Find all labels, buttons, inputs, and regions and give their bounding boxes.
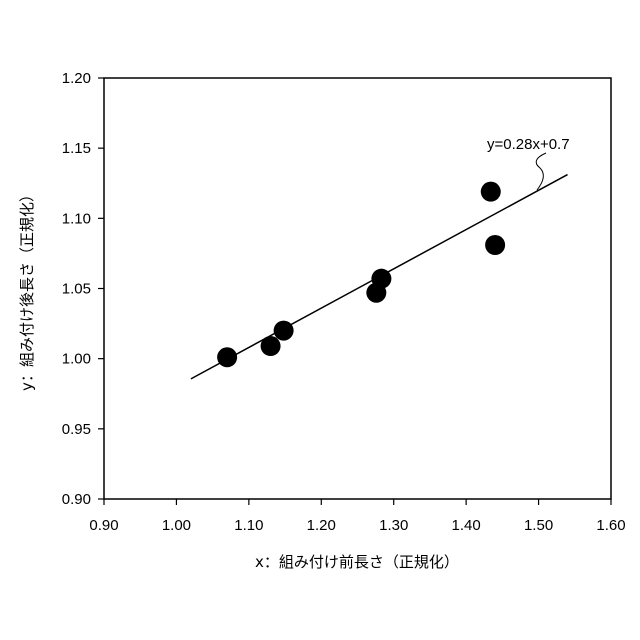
y-tick-label: 1.00	[62, 351, 91, 368]
x-tick-label: 1.60	[596, 517, 625, 534]
x-tick-label: 1.10	[234, 517, 263, 534]
data-point	[274, 321, 294, 341]
data-point	[261, 336, 281, 356]
y-tick-label: 0.90	[62, 491, 91, 508]
x-tick-label: 1.00	[162, 517, 191, 534]
x-tick-label: 1.50	[524, 517, 553, 534]
y-tick-label: 1.15	[62, 140, 91, 157]
x-axis-title: x：組み付け前長さ（正規化）	[255, 553, 459, 571]
data-point	[371, 269, 391, 289]
y-tick-label: 0.95	[62, 421, 91, 438]
y-tick-label: 1.05	[62, 281, 91, 298]
fit-equation-label: y=0.28x+0.7	[487, 136, 570, 153]
data-point	[485, 235, 505, 255]
y-tick-label: 1.20	[62, 70, 91, 87]
x-tick-label: 1.30	[379, 517, 408, 534]
data-points	[217, 182, 505, 368]
x-tick-label: 1.40	[452, 517, 481, 534]
annotation-leader	[536, 153, 546, 190]
x-tick-label: 1.20	[307, 517, 336, 534]
y-axis-title: y：組み付け後長さ（正規化）	[18, 187, 36, 391]
data-point	[217, 347, 237, 367]
data-point	[481, 182, 501, 202]
x-tick-label: 0.90	[89, 517, 118, 534]
y-tick-label: 1.10	[62, 210, 91, 227]
